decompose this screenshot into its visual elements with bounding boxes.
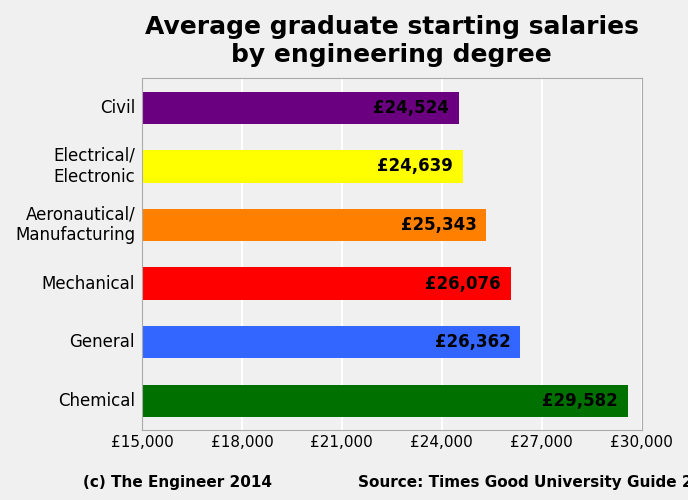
Bar [142,326,520,358]
Text: £24,524: £24,524 [374,99,449,117]
Text: (c) The Engineer 2014: (c) The Engineer 2014 [83,476,272,490]
Bar [142,92,459,124]
Title: Average graduate starting salaries
by engineering degree: Average graduate starting salaries by en… [145,15,638,67]
Bar [142,384,627,417]
Text: £26,076: £26,076 [425,274,501,292]
Text: Source: Times Good University Guide 2015: Source: Times Good University Guide 2015 [358,476,688,490]
Bar [142,150,463,182]
Bar [142,209,486,241]
Text: £25,343: £25,343 [400,216,477,234]
Text: £26,362: £26,362 [435,333,510,351]
Bar [142,268,511,300]
Text: £24,639: £24,639 [377,158,453,176]
Text: £29,582: £29,582 [542,392,618,410]
